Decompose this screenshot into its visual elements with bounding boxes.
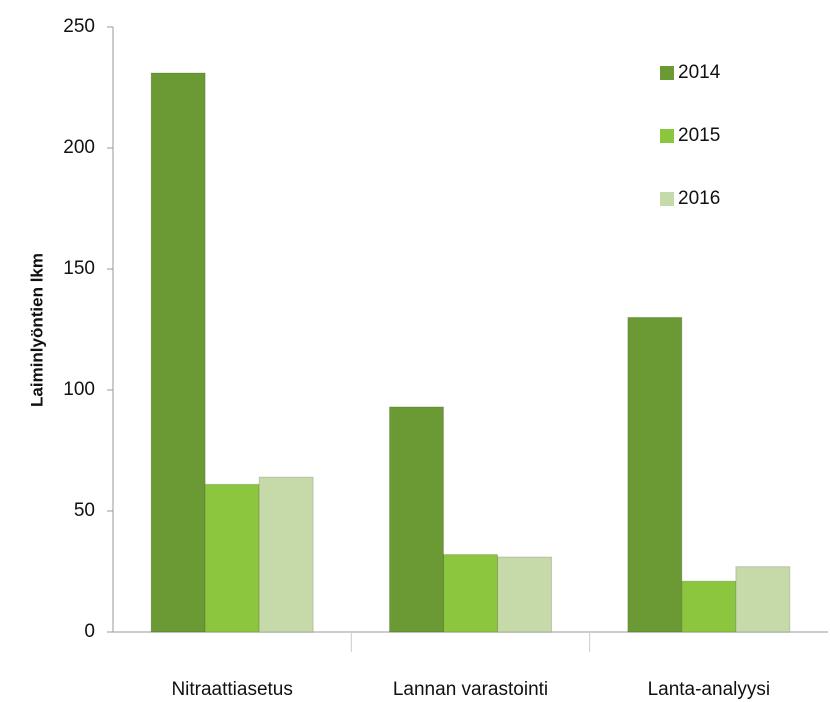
y-tick-label: 150 xyxy=(63,258,95,279)
bar xyxy=(389,406,444,633)
legend-label: 2015 xyxy=(678,125,720,146)
bar xyxy=(150,72,206,633)
y-tick-label: 250 xyxy=(63,16,95,37)
legend-label: 2014 xyxy=(678,62,721,83)
legend-swatch xyxy=(660,66,674,80)
y-tick-label: 0 xyxy=(84,621,95,642)
x-tick-label: Lannan varastointi xyxy=(393,679,548,700)
bar xyxy=(497,556,552,633)
legend-label: 2016 xyxy=(678,188,720,209)
y-axis-label: Laiminlyöntien lkm xyxy=(27,253,46,407)
bar xyxy=(735,566,791,633)
bar xyxy=(627,316,683,633)
y-tick-label: 200 xyxy=(63,137,95,158)
legend-swatch xyxy=(660,129,674,143)
y-tick-label: 50 xyxy=(74,500,95,521)
bar xyxy=(258,476,314,633)
y-tick-label: 100 xyxy=(63,379,95,400)
bar xyxy=(443,554,498,633)
x-tick-label: Lanta-analyysi xyxy=(648,679,771,700)
bar xyxy=(681,580,737,633)
bar xyxy=(204,483,260,633)
legend-swatch xyxy=(660,192,674,206)
x-tick-label: Nitraattiasetus xyxy=(171,679,292,700)
